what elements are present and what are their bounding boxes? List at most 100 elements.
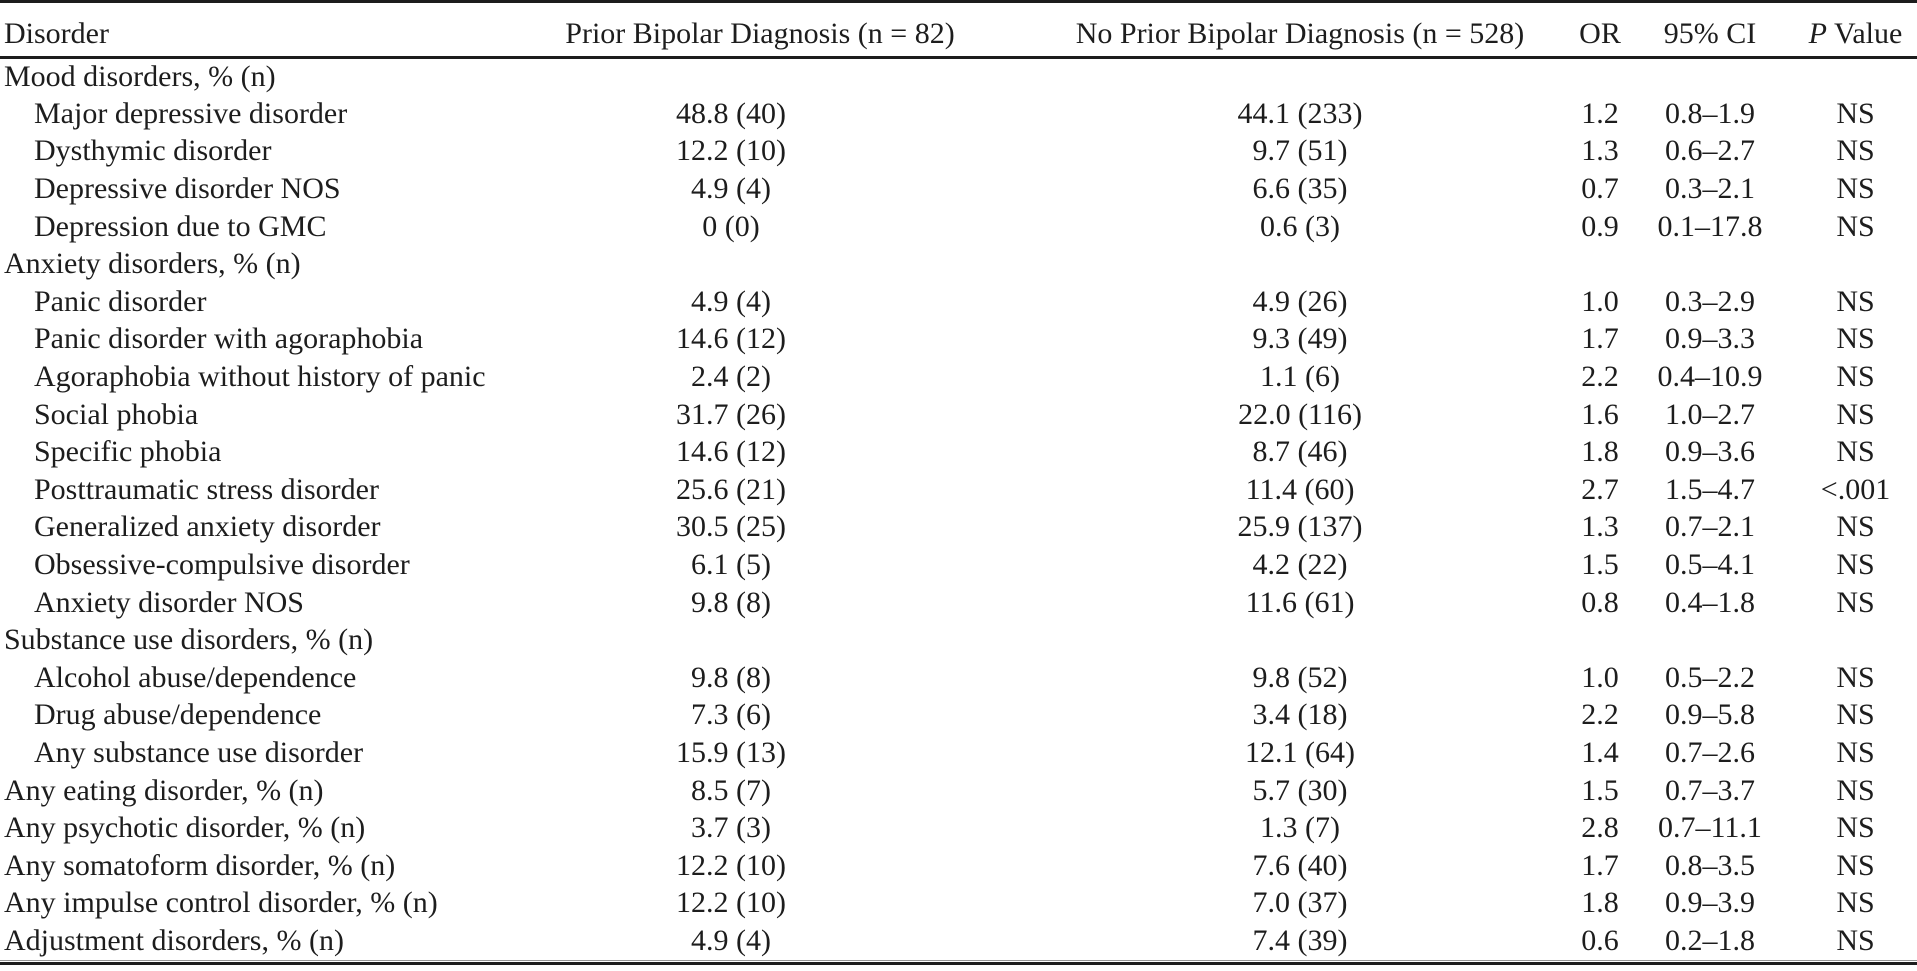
no-prior-diagnosis-value-cell: 9.3 (49) [1252,322,1348,356]
disorder-cell: Adjustment disorders, % (n) [4,923,344,957]
no-prior-diagnosis-value-cell: 3.4 (18) [1252,698,1348,732]
column-header-disorder: Disorder [0,1,480,59]
disorder-cell: Any somatoform disorder, % (n) [4,848,396,882]
confidence-interval-cell: 1.0–2.7 [1665,397,1755,431]
table-row: Social phobia 31.7 (26) 22.0 (116) 1.6 1… [0,396,1917,434]
disorder-cell: Agoraphobia without history of panic [34,360,486,394]
no-prior-diagnosis-value-cell [1040,245,1560,283]
confidence-interval-cell: 0.7–11.1 [1658,811,1762,845]
p-value-word: Value [1834,17,1903,50]
no-prior-diagnosis-value-cell: 9.8 (52) [1252,660,1348,694]
p-value-cell: NS [1836,134,1875,168]
prior-diagnosis-value-cell: 31.7 (26) [676,397,786,431]
odds-ratio-cell: 2.7 [1581,472,1619,506]
no-prior-diagnosis-value-cell: 4.2 (22) [1252,548,1348,582]
table-row: Drug abuse/dependence 7.3 (6) 3.4 (18) 2… [0,697,1917,735]
no-prior-diagnosis-value-cell [1040,58,1560,96]
no-prior-diagnosis-value-cell: 12.1 (64) [1245,735,1355,769]
odds-ratio-cell: 1.2 [1581,96,1619,130]
table-row: Posttraumatic stress disorder 25.6 (21) … [0,471,1917,509]
table-row: Anxiety disorder NOS 9.8 (8) 11.6 (61) 0… [0,584,1917,622]
prior-diagnosis-value-cell: 4.9 (4) [691,923,771,957]
column-header-no-prior-diagnosis: No Prior Bipolar Diagnosis (n = 528) [1040,1,1560,59]
odds-ratio-cell: 0.9 [1581,209,1619,243]
table-row: Major depressive disorder 48.8 (40) 44.1… [0,95,1917,133]
disorder-cell: Dysthymic disorder [34,134,272,168]
no-prior-diagnosis-value-cell: 0.6 (3) [1260,209,1340,243]
odds-ratio-cell: 2.2 [1581,360,1619,394]
table-row: Any eating disorder, % (n) 8.5 (7) 5.7 (… [0,772,1917,810]
table-row: Any impulse control disorder, % (n) 12.2… [0,885,1917,923]
table-row: Obsessive-compulsive disorder 6.1 (5) 4.… [0,546,1917,584]
p-value-cell [1780,621,1917,659]
table-row: Adjustment disorders, % (n) 4.9 (4) 7.4 … [0,922,1917,960]
table-body: Mood disorders, % (n) Major depressive d… [0,58,1917,960]
disorder-cell: Any eating disorder, % (n) [4,773,324,807]
p-value-cell: NS [1836,96,1875,130]
prior-diagnosis-value-cell: 12.2 (10) [676,886,786,920]
no-prior-diagnosis-value-cell: 25.9 (137) [1237,510,1363,544]
p-value-cell [1780,245,1917,283]
table-row: Any substance use disorder 15.9 (13) 12.… [0,734,1917,772]
prior-diagnosis-value-cell: 25.6 (21) [676,472,786,506]
odds-ratio-cell: 1.3 [1581,134,1619,168]
disorder-cell: Posttraumatic stress disorder [34,472,379,506]
no-prior-diagnosis-value-cell: 7.0 (37) [1252,886,1348,920]
confidence-interval-cell: 0.9–3.9 [1665,886,1755,920]
column-header-p-value: P Value [1780,1,1917,59]
table-row: Any psychotic disorder, % (n) 3.7 (3) 1.… [0,809,1917,847]
confidence-interval-cell: 0.5–2.2 [1665,660,1755,694]
p-value-cell: NS [1836,923,1875,957]
header-row: Disorder Prior Bipolar Diagnosis (n = 82… [0,1,1917,59]
table-row: Agoraphobia without history of panic 2.4… [0,358,1917,396]
prior-diagnosis-value-cell: 48.8 (40) [676,96,786,130]
odds-ratio-cell: 1.4 [1581,735,1619,769]
column-header-prior-diagnosis: Prior Bipolar Diagnosis (n = 82) [480,1,1040,59]
disorder-cell: Substance use disorders, % (n) [4,623,374,657]
odds-ratio-cell [1560,245,1640,283]
confidence-interval-cell: 0.9–3.3 [1665,322,1755,356]
prior-diagnosis-value-cell: 9.8 (8) [691,585,771,619]
prior-diagnosis-value-cell: 7.3 (6) [691,698,771,732]
confidence-interval-cell: 0.7–3.7 [1665,773,1755,807]
prior-diagnosis-value-cell: 2.4 (2) [691,360,771,394]
odds-ratio-cell: 0.7 [1581,172,1619,206]
odds-ratio-cell: 0.8 [1581,585,1619,619]
disorder-cell: Panic disorder [34,284,207,318]
disorder-cell: Drug abuse/dependence [34,698,322,732]
p-value-cell: <.001 [1820,472,1891,506]
p-value-cell: NS [1836,435,1875,469]
disorder-cell: Mood disorders, % (n) [4,60,276,94]
odds-ratio-cell: 1.7 [1581,322,1619,356]
odds-ratio-cell: 1.0 [1581,660,1619,694]
column-header-odds-ratio: OR [1560,1,1640,59]
p-value-cell: NS [1836,660,1875,694]
p-value-cell: NS [1836,848,1875,882]
prior-diagnosis-value-cell: 9.8 (8) [691,660,771,694]
no-prior-diagnosis-value-cell: 11.6 (61) [1245,585,1355,619]
confidence-interval-cell: 1.5–4.7 [1665,472,1755,506]
disorder-cell: Obsessive-compulsive disorder [34,548,410,582]
odds-ratio-cell: 1.0 [1581,284,1619,318]
confidence-interval-cell: 0.9–3.6 [1665,435,1755,469]
p-value-cell: NS [1836,322,1875,356]
confidence-interval-cell: 0.6–2.7 [1665,134,1755,168]
p-value-cell [1780,58,1917,96]
odds-ratio-cell: 1.8 [1581,886,1619,920]
p-value-cell: NS [1836,172,1875,206]
no-prior-diagnosis-value-cell: 9.7 (51) [1252,134,1348,168]
no-prior-diagnosis-value-cell: 1.3 (7) [1260,811,1340,845]
confidence-interval-cell [1640,58,1780,96]
table-row: Depressive disorder NOS 4.9 (4) 6.6 (35)… [0,170,1917,208]
odds-ratio-cell: 2.2 [1581,698,1619,732]
table-header: Disorder Prior Bipolar Diagnosis (n = 82… [0,1,1917,59]
table-row: Depression due to GMC 0 (0) 0.6 (3) 0.9 … [0,208,1917,246]
disorder-cell: Depression due to GMC [34,209,327,243]
prior-diagnosis-value-cell: 12.2 (10) [676,134,786,168]
confidence-interval-cell: 0.3–2.1 [1665,172,1755,206]
odds-ratio-cell: 1.5 [1581,773,1619,807]
p-value-cell: NS [1836,773,1875,807]
confidence-interval-cell: 0.2–1.8 [1665,923,1755,957]
odds-ratio-cell [1560,621,1640,659]
